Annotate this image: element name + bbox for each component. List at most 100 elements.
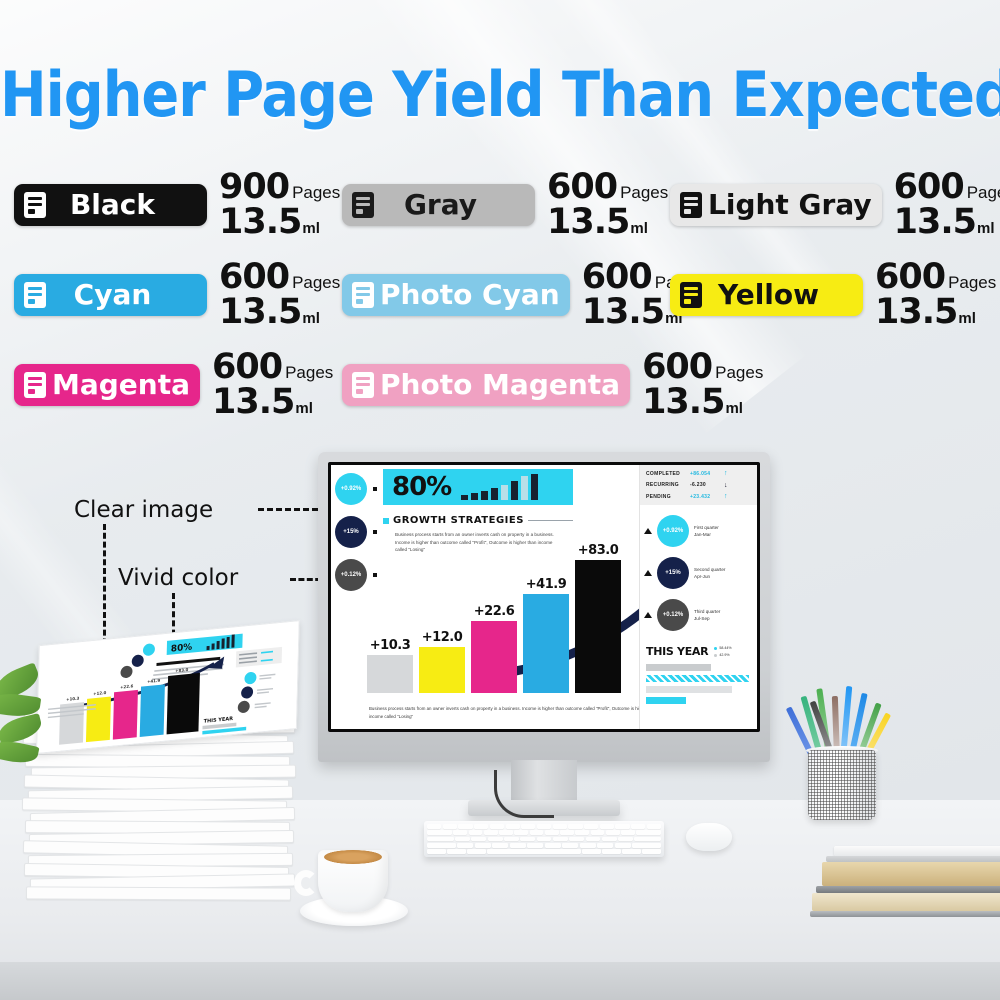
section-body-text: Business process starts from an owner in… (395, 532, 554, 553)
volume-value: 13.5 (893, 202, 977, 242)
page-yield-unit: Pages (948, 273, 997, 292)
cartridge-item-magenta: Magenta 600 Pages 13.5 ml (14, 340, 342, 430)
quarter-label-line1: Third quarter (694, 608, 721, 614)
callout-leader-line (103, 524, 106, 662)
page-yield-unit: Pages (292, 273, 341, 292)
quarter-label-line1: First quarter (694, 524, 719, 530)
quarter-value-badge: +0.92% (657, 515, 689, 547)
heading-square-marker (383, 517, 389, 524)
this-year-bar (646, 685, 733, 693)
dashboard-side-panel: COMPLETED +86.054 ↑ RECURRING -6.230 ↓ P… (639, 465, 757, 729)
cartridge-name: Photo Cyan (380, 278, 560, 311)
mesh-cup-body (808, 750, 876, 820)
ink-cartridge-icon (24, 192, 46, 218)
heading-rule (527, 520, 573, 521)
kpi-value: +86.054 (690, 470, 711, 477)
quarter-label: First quarter Jan-Mar (694, 524, 719, 539)
book-pages (822, 862, 1000, 886)
this-year-legend: 58.44% 42.9% (714, 645, 732, 659)
arrow-up-icon: ↑ (724, 470, 728, 477)
quarter-label: Third quarter Jul-Sep (694, 608, 720, 623)
kpi-row-recurring: RECURRING -6.230 ↓ (646, 482, 751, 489)
ink-cartridge-icon (352, 282, 374, 308)
bar-value-label: +83.0 (577, 543, 619, 558)
svg-text:+12.0: +12.0 (93, 690, 106, 696)
page-yield-unit: Pages (620, 183, 669, 202)
bar-group-yellow: +12.0 (419, 630, 465, 693)
monitor-screen[interactable]: +0.92% +15% +0.12% 80% (328, 462, 760, 732)
bullet-dot (373, 573, 377, 577)
volume-unit: ml (958, 310, 976, 327)
svg-text:80%: 80% (171, 643, 193, 655)
badge-quarter-2: +15% (335, 516, 367, 548)
section-heading-growth: GROWTH STRATEGIES (383, 515, 573, 526)
page-title: Higher Page Yield Than Expected! (0, 58, 1000, 131)
badge-column: +0.92% +15% +0.12% (335, 473, 371, 602)
triangle-up-icon (644, 612, 652, 618)
bar-value-label: +41.9 (525, 577, 567, 592)
arrow-up-icon: ↑ (724, 493, 728, 500)
page-yield-value: 600 (212, 347, 283, 387)
quarter-label-line2: Apr-Jun (694, 574, 711, 579)
kpi-label: RECURRING (646, 482, 679, 488)
section-heading-text: GROWTH STRATEGIES (393, 515, 524, 526)
cartridge-pill-photo-cyan: Photo Cyan (342, 274, 570, 316)
ink-cartridge-icon (680, 282, 702, 308)
bar-value-label: +12.0 (421, 630, 463, 645)
arrow-down-icon: ↓ (724, 481, 728, 489)
ink-cartridge-icon (24, 282, 46, 308)
cartridge-name: Magenta (52, 368, 191, 401)
page-yield-unit: Pages (285, 363, 334, 382)
potted-plant (0, 660, 58, 830)
volume-value: 13.5 (219, 202, 302, 242)
ink-cartridge-icon (24, 372, 46, 398)
legend-label: 42.9% (719, 652, 730, 657)
bar-chart: +10.3 +12.0 +22.6 +41.9 (367, 543, 697, 693)
keyboard[interactable] (424, 821, 664, 857)
bar-group-magenta: +22.6 (471, 604, 517, 693)
callout-leader-line (290, 578, 338, 581)
page-yield-unit: Pages (715, 363, 764, 382)
quarter-row-3: +0.12% Third quarter Jul-Sep (644, 599, 753, 631)
grid-empty-cell (670, 340, 990, 430)
keyboard-row (427, 849, 661, 854)
kpi-label: PENDING (646, 493, 671, 500)
page-yield-value: 600 (875, 257, 946, 297)
printed-sample-sheet: 80% (22, 620, 314, 914)
kpi-row-completed: COMPLETED +86.054 ↑ (646, 470, 751, 477)
bar-group-cyan: +41.9 (523, 577, 569, 693)
quarter-value-badge: +0.12% (657, 599, 689, 631)
triangle-up-icon (644, 528, 652, 534)
this-year-bars (640, 659, 757, 704)
cartridge-yield-grid: Black 900 Pages 13.5 ml Gray 600 Pages 13.5… (14, 160, 1000, 430)
book-top-papers (834, 846, 1000, 856)
callout-leader-line (172, 593, 175, 663)
badge-quarter-1: +0.92% (335, 473, 367, 505)
cartridge-pill-magenta: Magenta (14, 364, 201, 406)
this-year-header: THIS YEAR 58.44% 42.9% (640, 641, 757, 659)
stacked-books (810, 812, 1000, 922)
bar-value-label: +10.3 (369, 638, 411, 653)
desk-front-edge (0, 962, 1000, 1000)
volume-value: 13.5 (875, 292, 958, 332)
volume-value: 13.5 (219, 292, 302, 332)
bar-rect (575, 560, 621, 693)
volume-unit: ml (630, 220, 648, 237)
cartridge-pill-black: Black (14, 184, 207, 226)
this-year-bar (646, 696, 686, 704)
svg-text:+22.6: +22.6 (120, 683, 133, 689)
legend-label: 58.44% (719, 646, 732, 650)
mouse[interactable] (686, 823, 732, 851)
book-sheet (826, 856, 1000, 862)
cartridge-name: Yellow (718, 278, 819, 311)
volume-unit: ml (295, 400, 313, 417)
volume-unit: ml (302, 220, 320, 237)
this-year-title: THIS YEAR (646, 645, 709, 659)
quarter-label-line2: Jul-Sep (694, 616, 710, 621)
chart-footnote: Business process starts from an owner in… (369, 706, 658, 720)
keyboard-row (427, 830, 661, 836)
quarter-row-2: +15% Second quarter Apr-Jun (644, 557, 753, 589)
keyboard-row (427, 824, 662, 829)
bar-rect (523, 594, 569, 693)
